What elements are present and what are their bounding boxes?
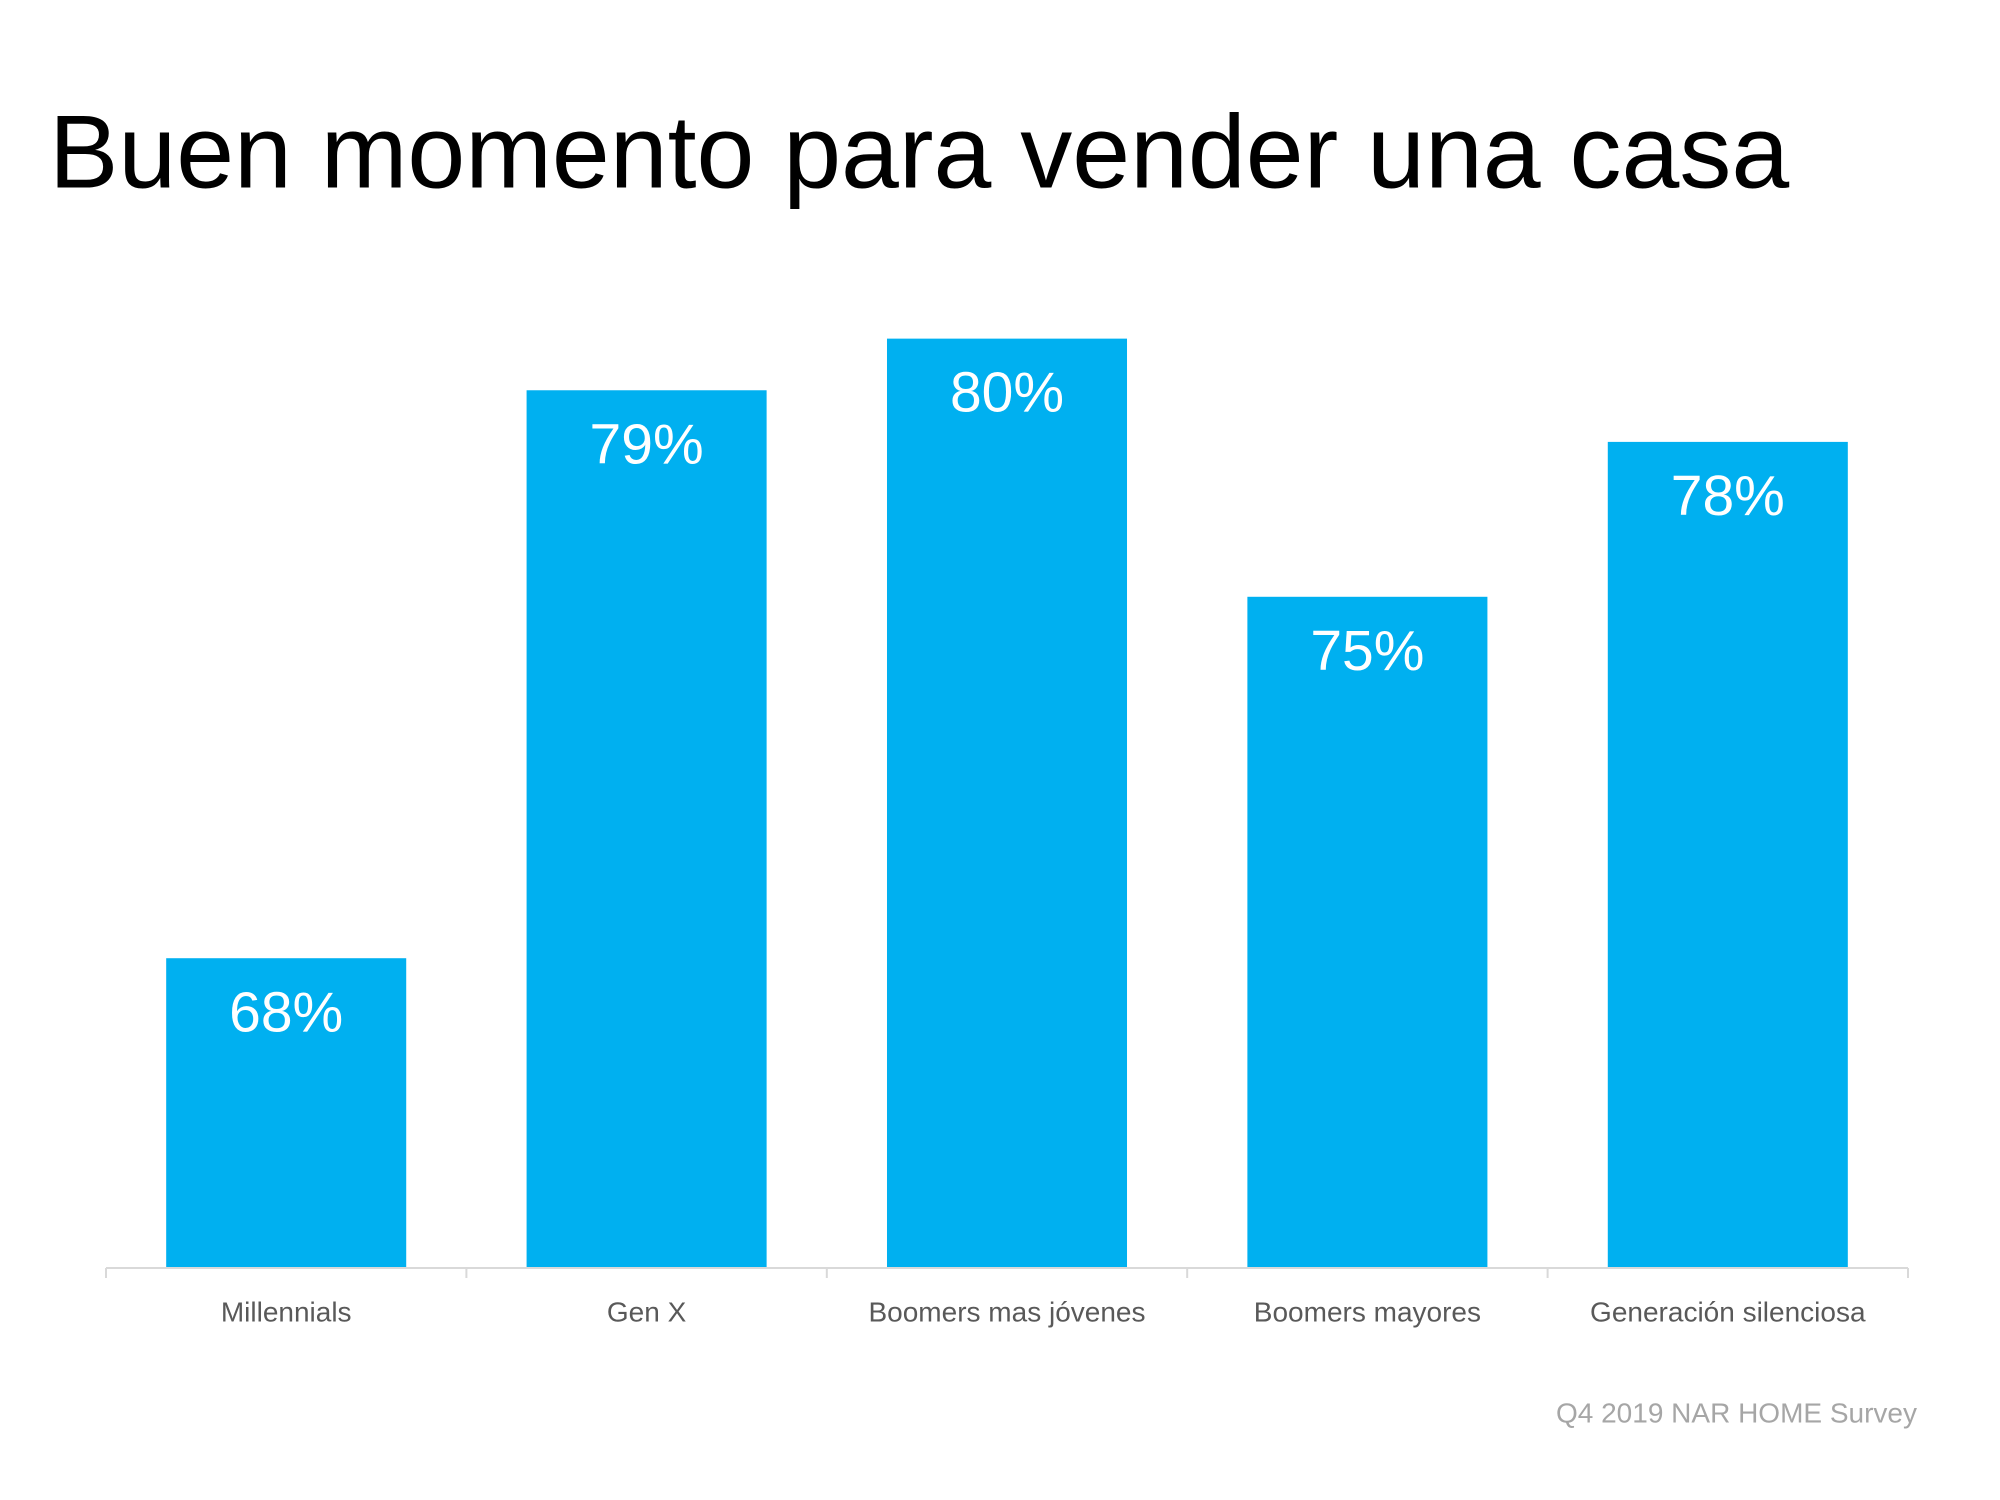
x-tick-label: Millennials — [221, 1296, 352, 1327]
x-tick-label: Boomers mas jóvenes — [868, 1296, 1145, 1327]
x-tick-label: Generación silenciosa — [1590, 1296, 1866, 1327]
bar — [886, 338, 1128, 1268]
bar — [526, 390, 767, 1268]
data-label: 79% — [590, 412, 704, 476]
data-label: 68% — [229, 980, 343, 1044]
source-note: Q4 2019 NAR HOME Survey — [1556, 1397, 1917, 1428]
x-tick-label: Gen X — [607, 1296, 687, 1327]
x-tick-label: Boomers mayores — [1254, 1296, 1481, 1327]
data-label: 80% — [950, 361, 1064, 425]
data-label: 75% — [1310, 619, 1424, 683]
bar — [1607, 441, 1848, 1268]
data-label: 78% — [1671, 464, 1785, 528]
bar — [1247, 596, 1488, 1268]
bar — [166, 958, 407, 1268]
chart-title: Buen momento para vender una casa — [49, 94, 1789, 210]
